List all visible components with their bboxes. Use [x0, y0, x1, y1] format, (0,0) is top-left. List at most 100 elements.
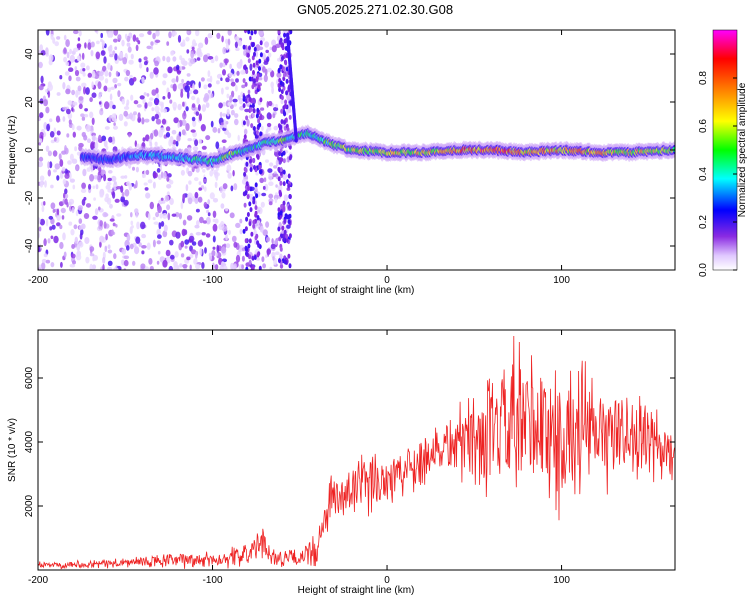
noise-speckle [125, 69, 131, 77]
noise-speckle [201, 104, 207, 112]
noise-speckle [107, 189, 113, 193]
noise-speckle [179, 263, 183, 268]
noise-speckle [113, 181, 117, 185]
noise-speckle [56, 213, 61, 221]
noise-speckle [139, 62, 143, 69]
noise-speckle [111, 113, 116, 122]
noise-speckle [200, 124, 206, 132]
noise-speckle [225, 43, 229, 51]
noise-speckle [146, 242, 151, 250]
noise-speckle [133, 184, 137, 189]
noise-speckle [148, 258, 153, 265]
noise-speckle [185, 123, 190, 131]
noise-speckle [75, 76, 81, 82]
noise-band-speckle [283, 32, 287, 38]
noise-band-speckle [249, 167, 253, 173]
noise-speckle [49, 118, 53, 123]
noise-speckle [56, 130, 61, 136]
noise-speckle [137, 40, 141, 45]
noise-speckle [49, 161, 53, 169]
noise-speckle [207, 70, 211, 78]
noise-speckle [151, 89, 157, 96]
noise-speckle [235, 254, 241, 263]
noise-band-speckle [259, 115, 263, 120]
noise-speckle [90, 41, 95, 48]
noise-speckle [68, 75, 72, 82]
noise-speckle [52, 150, 58, 157]
noise-speckle [271, 39, 277, 47]
noise-speckle [120, 185, 124, 193]
x-tick-label: -200 [28, 575, 48, 586]
noise-speckle [173, 264, 178, 270]
noise-speckle [155, 118, 162, 125]
noise-speckle [71, 89, 76, 96]
noise-band-speckle [282, 237, 286, 243]
noise-speckle [110, 86, 116, 91]
noise-band-speckle [256, 252, 260, 258]
noise-speckle [145, 134, 150, 142]
noise-speckle [112, 104, 116, 110]
noise-speckle [142, 98, 146, 104]
noise-speckle [135, 212, 139, 218]
noise-speckle [195, 231, 202, 236]
noise-speckle [64, 188, 68, 195]
noise-speckle [124, 175, 128, 179]
noise-speckle [109, 218, 115, 222]
noise-speckle [225, 38, 229, 45]
noise-band-speckle [258, 66, 261, 72]
noise-speckle [74, 66, 78, 71]
noise-speckle [149, 97, 154, 101]
noise-speckle [80, 188, 87, 193]
noise-speckle [129, 243, 134, 250]
noise-speckle [187, 197, 193, 205]
noise-speckle [276, 72, 282, 78]
noise-speckle [150, 132, 154, 140]
noise-speckle [233, 241, 238, 248]
noise-speckle [171, 213, 177, 217]
noise-speckle [45, 218, 49, 227]
noise-speckle [69, 263, 76, 268]
noise-speckle [211, 250, 216, 257]
noise-speckle [212, 235, 216, 243]
x-tick-label: 100 [553, 575, 570, 586]
noise-speckle [268, 181, 274, 186]
noise-speckle [38, 161, 43, 168]
noise-speckle [194, 196, 199, 204]
noise-speckle [235, 47, 240, 51]
noise-speckle [192, 83, 195, 91]
spectrogram-marks [38, 30, 675, 270]
noise-band-speckle [256, 73, 260, 78]
noise-speckle [257, 206, 262, 210]
noise-speckle [103, 85, 108, 92]
noise-speckle [191, 46, 195, 51]
noise-speckle [68, 67, 74, 72]
noise-band-speckle [258, 265, 262, 270]
noise-speckle [59, 75, 63, 80]
noise-speckle [194, 191, 199, 199]
noise-band-speckle [252, 126, 256, 131]
noise-speckle [227, 172, 232, 179]
noise-speckle [38, 141, 42, 146]
noise-speckle [209, 253, 212, 261]
noise-band-speckle [255, 233, 259, 239]
noise-band-speckle [257, 118, 261, 124]
colorbar-tick-label: 0.4 [698, 167, 709, 181]
noise-speckle [46, 123, 50, 132]
noise-speckle [139, 33, 145, 38]
noise-speckle [89, 111, 94, 119]
noise-speckle [45, 259, 51, 264]
noise-speckle [117, 82, 122, 87]
noise-speckle [215, 252, 218, 257]
y-tick-label: 0 [24, 147, 35, 153]
noise-speckle [262, 52, 266, 60]
noise-speckle [85, 256, 90, 264]
noise-band-speckle [278, 87, 282, 93]
noise-speckle [234, 36, 240, 42]
noise-speckle [160, 221, 165, 227]
noise-speckle [143, 170, 146, 179]
noise-speckle [270, 243, 276, 250]
noise-speckle [113, 38, 118, 43]
y-tick-label: -40 [24, 238, 35, 253]
noise-speckle [38, 156, 44, 162]
spectrogram-x-ticks: -200 -100 0 100 [28, 30, 570, 286]
